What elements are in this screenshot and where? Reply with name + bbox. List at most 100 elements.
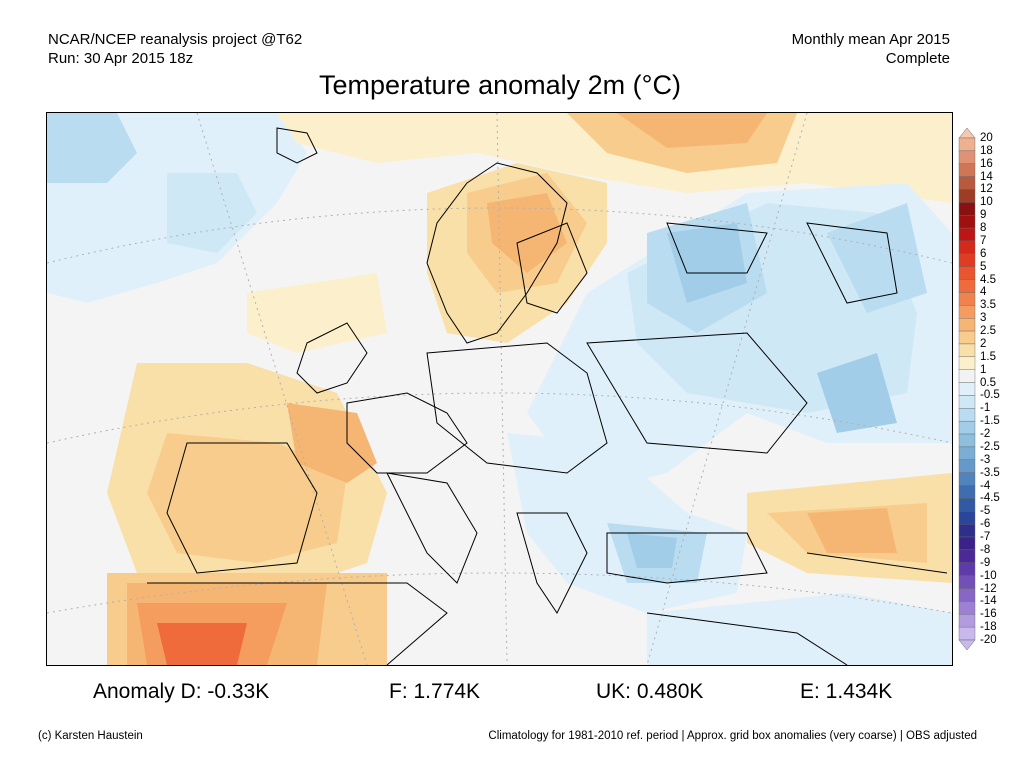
colorbar-swatch <box>958 575 976 589</box>
colorbar-tick-label: -2.5 <box>980 440 1000 453</box>
colorbar-swatch <box>958 369 976 383</box>
colorbar-tick-label: 7 <box>980 234 987 247</box>
colorbar-tick-label: -18 <box>980 621 997 634</box>
colorbar-tick-label: -16 <box>980 608 997 621</box>
colorbar-tick-label: 9 <box>980 209 987 222</box>
stat-uk: UK: 0.480K <box>596 680 704 703</box>
colorbar-tick-label: -1.5 <box>980 415 1000 428</box>
colorbar-swatch <box>958 150 976 164</box>
colorbar-tick-label: 1.5 <box>980 350 996 363</box>
colorbar-labels: 20 18 16 14 12 10 9 8 7 6 5 4.5 4 3.5 3 2.5 2 1.5 1 0.5 -0.5… <box>980 128 1024 650</box>
colorbar-tick-label: 12 <box>980 183 993 196</box>
colorbar-tick-label: -2 <box>980 428 991 441</box>
colorbar-swatch <box>958 536 976 551</box>
colorbar-swatch <box>958 446 976 460</box>
colorbar-swatch <box>958 562 976 576</box>
colorbar-swatch <box>958 292 976 306</box>
colorbar-tick-label: -4.5 <box>980 492 1000 505</box>
colorbar-tick-label: 6 <box>980 247 987 260</box>
colorbar-tick-label: -1 <box>980 402 991 415</box>
stat-e: E: 1.434K <box>800 680 893 703</box>
colorbar-swatch <box>958 485 976 499</box>
colorbar-tick-label: -14 <box>980 595 997 608</box>
colorbar-swatch <box>958 240 976 255</box>
colorbar-swatch <box>958 472 976 486</box>
colorbar-tick-label: -9 <box>980 556 991 569</box>
colorbar-tick-label: 1 <box>980 363 987 376</box>
anomaly-cool-atlantic-core <box>47 113 137 183</box>
colorbar-tick-label: -5 <box>980 505 991 518</box>
colorbar-tick-label: -7 <box>980 531 991 544</box>
colorbar-tick-label: -0.5 <box>980 389 1000 402</box>
colorbar-tick-label: 4 <box>980 286 987 299</box>
colorbar-tick-label: -20 <box>980 634 997 646</box>
colorbar-tick-label: 14 <box>980 170 993 183</box>
stat-f: F: 1.774K <box>389 680 481 703</box>
colorbar-swatch <box>958 189 976 203</box>
colorbar-tick-label: 18 <box>980 144 993 157</box>
colorbar-swatch <box>958 266 976 280</box>
colorbar-swatch <box>958 279 976 293</box>
colorbar-tick-label: 10 <box>980 196 993 209</box>
colorbar-swatch <box>958 626 976 641</box>
colorbar-tick-label: 2 <box>980 337 987 350</box>
colorbar-tick-label: 3.5 <box>980 299 996 312</box>
colorbar-tick-label: 3 <box>980 312 987 325</box>
colorbar-swatch <box>958 549 976 563</box>
anomaly-map <box>46 112 953 666</box>
colorbar-tick-label: -4 <box>980 479 991 492</box>
colorbar-swatch <box>958 202 976 216</box>
colorbar <box>958 128 976 650</box>
colorbar-swatch <box>958 498 976 512</box>
colorbar-top-arrow <box>958 128 976 139</box>
coastlines <box>147 127 948 665</box>
stat-anomaly-d: Anomaly D: -0.33K <box>93 680 270 703</box>
colorbar-swatch <box>958 588 976 602</box>
copyright: (c) Karsten Haustein <box>38 730 143 742</box>
colorbar-swatch <box>958 215 976 229</box>
colorbar-tick-label: -6 <box>980 518 991 531</box>
map-canvas <box>47 113 952 665</box>
colorbar-swatch <box>958 433 976 448</box>
colorbar-swatch <box>958 253 976 267</box>
header-right: Monthly mean Apr 2015 Complete <box>792 30 950 68</box>
colorbar-swatch <box>958 176 976 190</box>
colorbar-tick-label: 16 <box>980 157 993 170</box>
colorbar-tick-label: 2.5 <box>980 325 996 338</box>
climatology-note: Climatology for 1981-2010 ref. period | … <box>488 730 977 742</box>
colorbar-swatch <box>958 601 976 615</box>
colorbar-tick-label: 4.5 <box>980 273 996 286</box>
colorbar-swatch <box>958 356 976 370</box>
colorbar-tick-label: 5 <box>980 260 987 273</box>
colorbar-swatch <box>958 163 976 177</box>
colorbar-tick-label: 0.5 <box>980 376 996 389</box>
colorbar-swatch <box>958 343 976 358</box>
colorbar-swatch <box>958 137 976 152</box>
colorbar-swatch <box>958 408 976 422</box>
colorbar-swatch <box>958 227 976 242</box>
colorbar-swatch <box>958 330 976 345</box>
period-label: Monthly mean Apr 2015 <box>791 31 950 48</box>
colorbar-bottom-arrow <box>958 639 976 650</box>
colorbar-tick-label: -8 <box>980 543 991 556</box>
colorbar-swatch <box>958 523 976 538</box>
run-label: Run: 30 Apr 2015 18z <box>48 50 194 67</box>
graticule <box>47 113 952 665</box>
header-left: NCAR/NCEP reanalysis project @T62 Run: 3… <box>48 30 302 68</box>
colorbar-swatch <box>958 305 976 319</box>
colorbar-tick-label: -3.5 <box>980 466 1000 479</box>
map-title: Temperature anomaly 2m (°C) <box>319 70 681 100</box>
colorbar-swatch <box>958 511 976 525</box>
colorbar-tick-label: 8 <box>980 222 987 235</box>
colorbar-swatch <box>958 459 976 473</box>
colorbar-swatch <box>958 395 976 409</box>
colorbar-tick-label: -3 <box>980 453 991 466</box>
colorbar-swatch <box>958 382 976 396</box>
colorbar-swatch <box>958 614 976 628</box>
colorbar-tick-label: -10 <box>980 569 997 582</box>
model-label: NCAR/NCEP reanalysis project @T62 <box>48 31 303 48</box>
colorbar-swatch <box>958 318 976 332</box>
colorbar-tick-label: -12 <box>980 582 997 595</box>
colorbar-swatch <box>958 420 976 435</box>
colorbar-tick-label: 20 <box>980 132 993 144</box>
